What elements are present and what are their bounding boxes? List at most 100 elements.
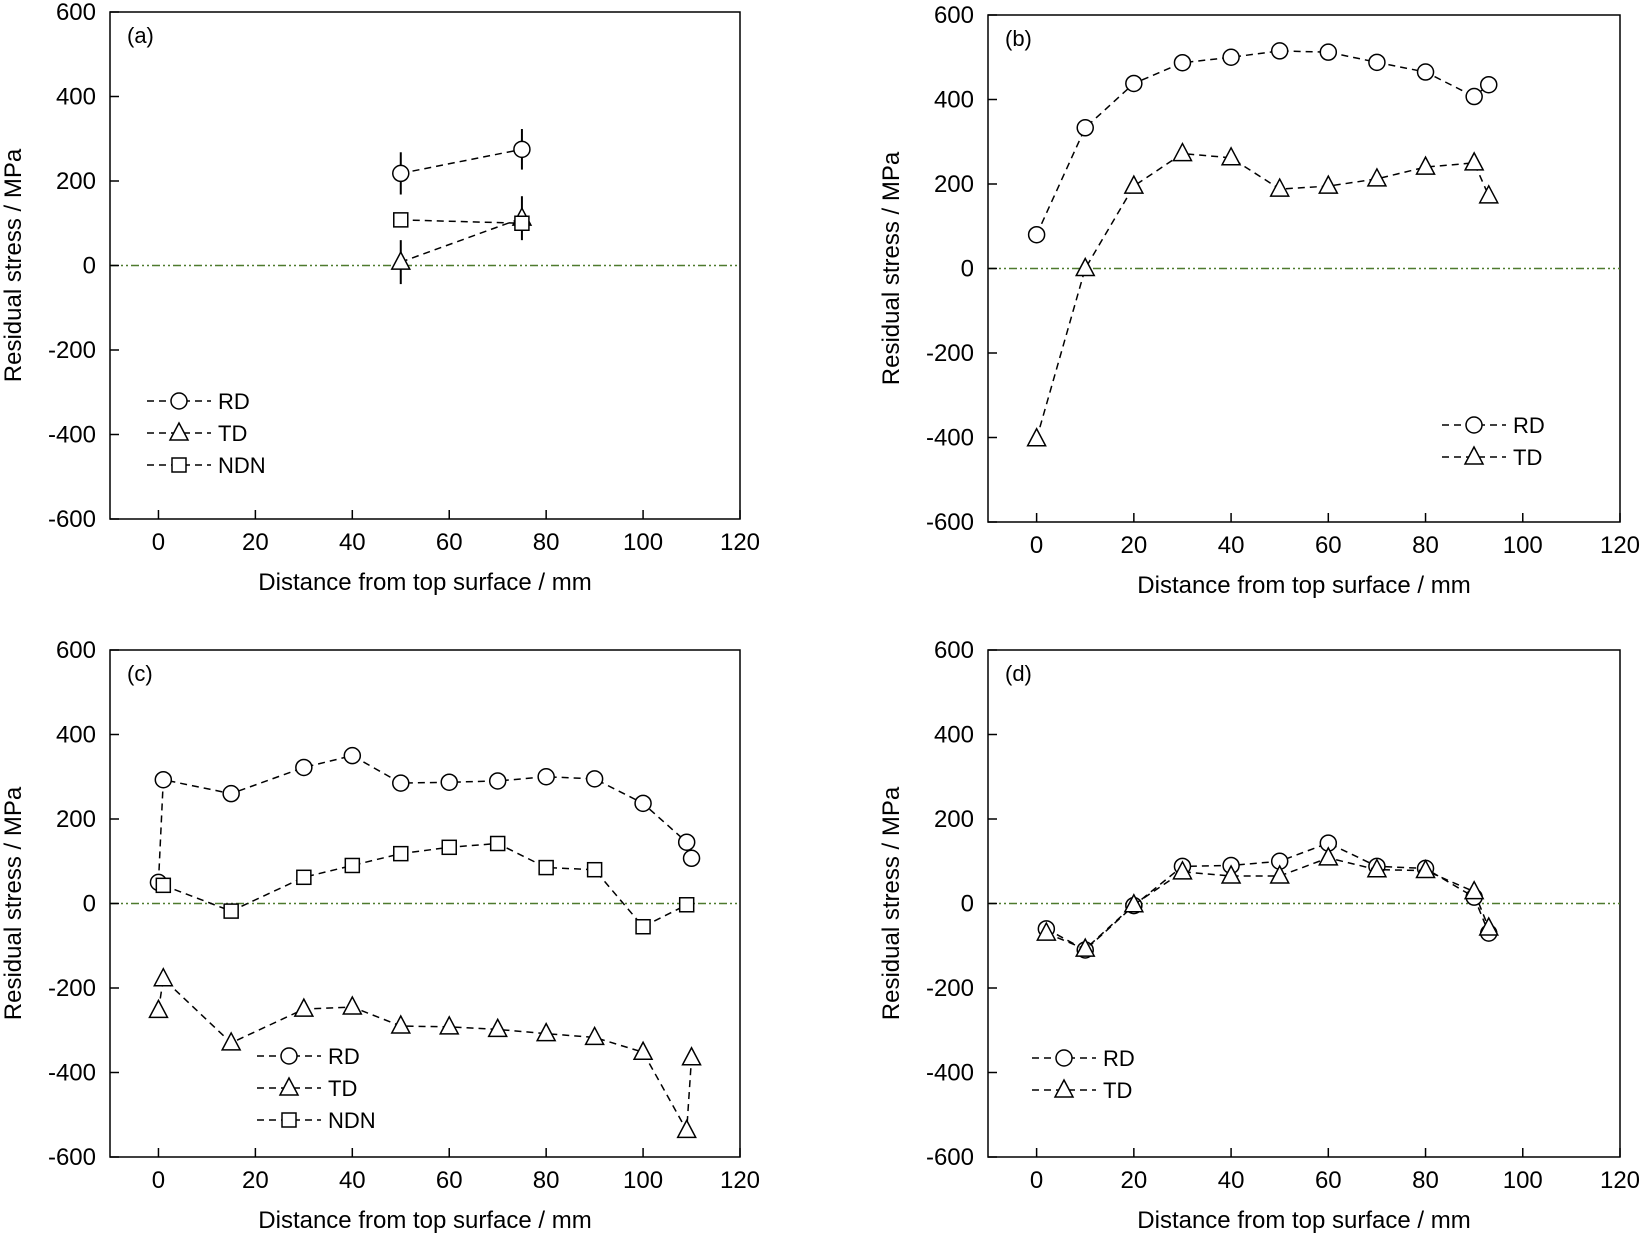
data-point-rd: [1416, 63, 1435, 81]
y-tick-label: 600: [56, 637, 96, 664]
y-tick-label: 200: [56, 806, 96, 833]
y-tick-label: 600: [934, 2, 974, 29]
chart-panel-b: 0 20 40 60 80 100 120 600 400 200 0 -200 -400 -600 Dis…: [878, 2, 1640, 599]
y-tick-label: 200: [56, 168, 96, 195]
series-ndn-line: [163, 842, 688, 928]
data-point-rd: [634, 794, 652, 813]
data-point-td: [1172, 141, 1193, 162]
data-point-rd: [392, 164, 410, 183]
data-point-ndn: [393, 845, 409, 862]
data-point-td: [632, 1040, 654, 1060]
legend-marker-rd: [1465, 416, 1483, 434]
data-point-td: [1318, 846, 1339, 866]
y-axis-title: Residual stress / MPa: [0, 786, 27, 1020]
data-point-rd: [585, 770, 604, 788]
data-point-td: [1074, 256, 1096, 277]
legend-label-rd: RD: [328, 1044, 360, 1069]
data-point-rd: [392, 774, 410, 792]
data-point-rd: [1125, 74, 1143, 93]
y-tick-label: -400: [48, 1060, 96, 1087]
x-tick-label: 20: [1120, 1167, 1147, 1194]
y-tick-label: 0: [961, 256, 974, 283]
x-tick-label: 100: [1503, 1167, 1543, 1194]
data-point-rd: [682, 849, 701, 868]
x-tick-label: 60: [436, 529, 463, 556]
x-tick-label: 100: [623, 1167, 663, 1194]
x-tick-label: 20: [1120, 532, 1147, 559]
data-point-rd: [1479, 75, 1498, 94]
x-axis-title: Distance from top surface / mm: [1137, 1207, 1470, 1234]
series-rd-line: [1045, 842, 1490, 951]
x-tick-label: 120: [720, 1167, 760, 1194]
x-tick-label: 0: [152, 1167, 165, 1194]
chart-panel-a: 0 20 40 60 80 100 120 600 400 200 0 -200 -400 -600 Dis…: [0, 0, 760, 596]
x-axis-title: Distance from top surface / mm: [258, 1207, 591, 1234]
series-rd-line: [1035, 50, 1490, 236]
y-tick-label: 200: [934, 806, 974, 833]
y-tick-label: 0: [83, 253, 96, 280]
y-axis-title: Residual stress / MPa: [878, 786, 905, 1020]
data-point-td: [1415, 858, 1436, 879]
data-point-rd: [1027, 225, 1046, 244]
data-point-td: [220, 1031, 242, 1051]
y-tick-label: -200: [926, 975, 974, 1002]
data-point-rd: [222, 784, 240, 803]
legend-label-rd: RD: [218, 389, 250, 414]
data-point-ndn: [296, 869, 312, 886]
data-point-td: [1026, 427, 1047, 447]
y-tick-label: 400: [934, 87, 974, 114]
x-tick-label: 120: [1600, 532, 1640, 559]
data-point-td: [676, 1118, 697, 1139]
data-point-rd: [1222, 48, 1240, 66]
data-point-td: [1172, 860, 1193, 880]
data-point-td: [1463, 880, 1485, 900]
y-axis-title: Residual stress / MPa: [0, 148, 27, 382]
x-axis-title: Distance from top surface / mm: [258, 569, 591, 596]
series-rd: [392, 129, 531, 195]
series-td-line: [157, 977, 693, 1133]
data-point-rd: [295, 758, 313, 777]
data-point-ndn: [393, 212, 409, 228]
data-point-ndn: [635, 918, 651, 935]
series-td: [390, 196, 533, 285]
data-point-rd: [513, 140, 531, 159]
data-point-td: [681, 1046, 702, 1066]
data-point-td: [1269, 177, 1290, 197]
x-tick-label: 80: [1412, 1167, 1439, 1194]
data-point-ndn: [514, 215, 530, 231]
x-tick-label: 120: [1600, 1167, 1640, 1194]
data-point-ndn: [223, 903, 239, 919]
x-tick-label: 0: [152, 529, 165, 556]
data-point-rd: [1076, 119, 1094, 137]
legend-label-td: TD: [1103, 1078, 1132, 1103]
y-tick-label: -400: [48, 422, 96, 449]
data-point-td: [1366, 167, 1388, 187]
data-point-rd: [154, 770, 173, 789]
series-td: [1036, 846, 1499, 957]
x-tick-label: 40: [339, 529, 366, 556]
data-point-td: [1366, 858, 1388, 878]
data-point-td: [438, 1015, 460, 1035]
x-tick-label: 0: [1030, 532, 1043, 559]
data-point-td: [1220, 864, 1242, 884]
series-td-line: [1035, 152, 1490, 439]
data-point-ndn: [538, 859, 554, 876]
data-point-td: [1220, 146, 1242, 166]
x-tick-label: 40: [1218, 1167, 1245, 1194]
data-point-td: [535, 1022, 557, 1042]
data-point-td: [1415, 155, 1436, 175]
legend-label-td: TD: [218, 421, 247, 446]
y-tick-label: 400: [56, 722, 96, 749]
x-axis-title: Distance from top surface / mm: [1137, 572, 1470, 599]
y-tick-label: -200: [48, 975, 96, 1002]
series-rd: [1037, 834, 1498, 959]
legend-label-rd: RD: [1103, 1046, 1135, 1071]
series-ndn-line: [400, 219, 522, 224]
y-tick-label: 600: [56, 0, 96, 26]
data-point-td: [1463, 151, 1485, 171]
y-tick-label: 400: [56, 84, 96, 111]
y-tick-label: -600: [48, 1144, 96, 1171]
data-point-rd: [1368, 53, 1386, 72]
data-point-td: [1123, 893, 1145, 913]
